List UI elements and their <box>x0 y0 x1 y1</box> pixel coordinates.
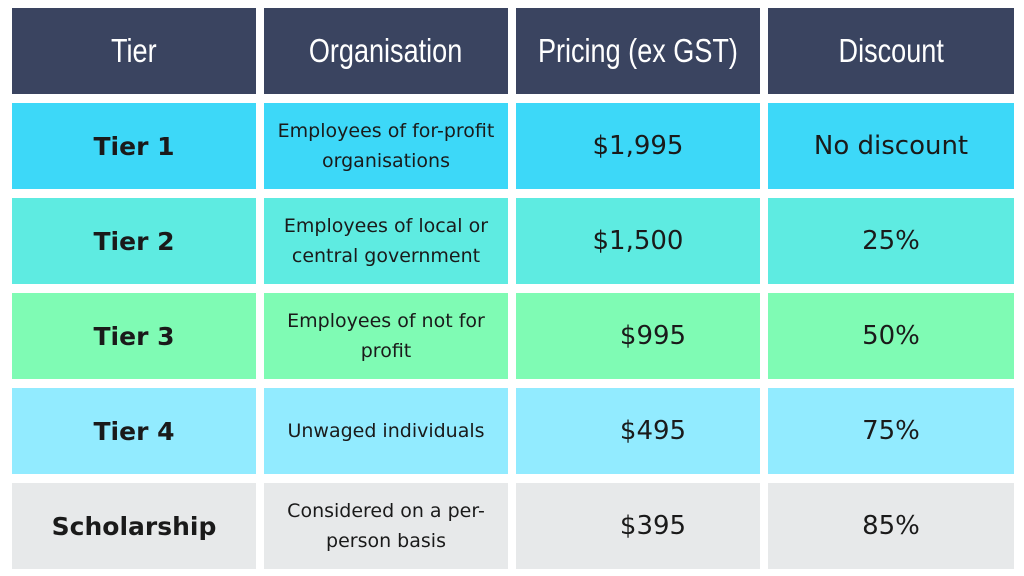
header-pricing: Pricing (ex GST) <box>516 8 760 94</box>
header-discount-label: Discount <box>838 32 944 69</box>
row-5-price-value: $395 <box>619 511 687 541</box>
row-1-price: $1,995 <box>516 103 760 189</box>
row-4-discount: 75% <box>768 388 1014 474</box>
header-discount: Discount <box>768 8 1014 94</box>
row-4-tier: Tier 4 <box>12 388 256 474</box>
row-5-discount: 85% <box>768 483 1014 569</box>
row-2-discount: 25% <box>768 198 1014 284</box>
row-1-organisation: Employees of for-profit organisations <box>264 103 508 189</box>
row-3-price-value: $995 <box>619 321 687 351</box>
header-organisation: Organisation <box>264 8 508 94</box>
row-2-tier: Tier 2 <box>12 198 256 284</box>
row-3-organisation: Employees of not for profit <box>264 293 508 379</box>
row-2-organisation: Employees of local or central government <box>264 198 508 284</box>
row-5-price: $395 <box>516 483 760 569</box>
row-4-price-value: $495 <box>619 416 687 446</box>
row-2-price: $1,500 <box>516 198 760 284</box>
row-1-tier: Tier 1 <box>12 103 256 189</box>
row-4-price: $495 <box>516 388 760 474</box>
header-organisation-label: Organisation <box>309 32 463 69</box>
row-3-tier: Tier 3 <box>12 293 256 379</box>
header-tier: Tier <box>12 8 256 94</box>
row-1-discount: No discount <box>768 103 1014 189</box>
header-pricing-label: Pricing (ex GST) <box>538 32 738 69</box>
row-3-price: $995 <box>516 293 760 379</box>
row-4-organisation: Unwaged individuals <box>264 388 508 474</box>
row-3-discount: 50% <box>768 293 1014 379</box>
header-tier-label: Tier <box>111 32 157 69</box>
pricing-table: Tier Organisation Pricing (ex GST) Disco… <box>12 8 1014 570</box>
row-5-tier: Scholarship <box>12 483 256 569</box>
row-5-organisation: Considered on a per-person basis <box>264 483 508 569</box>
